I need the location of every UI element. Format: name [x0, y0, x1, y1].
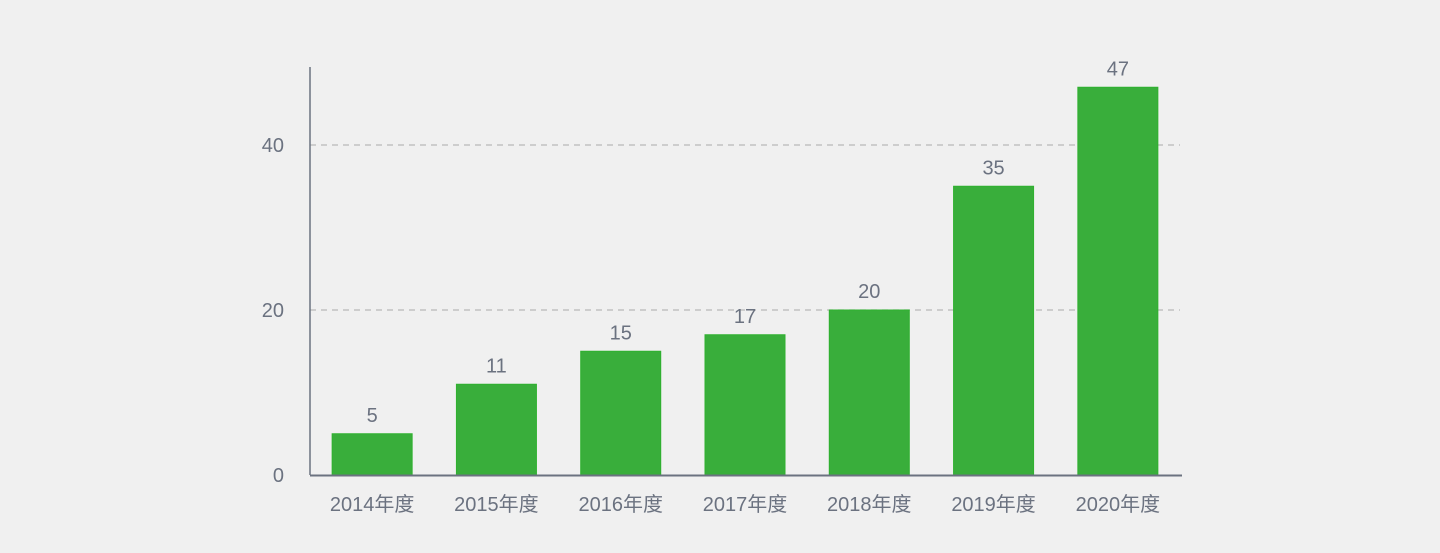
data-label: 20: [858, 281, 880, 303]
data-label: 15: [610, 322, 632, 344]
x-tick-label: 2017年度: [703, 493, 788, 516]
y-tick-label: 0: [273, 465, 284, 487]
x-tick-label: 2019年度: [951, 493, 1036, 516]
bar-2017年度: [704, 334, 786, 476]
bar-2019年度: [953, 185, 1035, 476]
bar-2020年度: [1077, 86, 1159, 476]
data-label: 17: [734, 306, 756, 328]
x-tick-label: 2018年度: [827, 493, 912, 516]
y-tick-label: 20: [262, 300, 284, 322]
data-label: 11: [486, 355, 507, 377]
bar-2016年度: [580, 350, 662, 476]
data-label: 35: [982, 157, 1004, 179]
x-tick-label: 2016年度: [578, 493, 663, 516]
data-label: 47: [1107, 58, 1129, 80]
y-tick-label: 40: [262, 135, 284, 157]
x-tick-label: 2014年度: [330, 493, 415, 516]
x-tick-label: 2015年度: [454, 493, 539, 516]
x-tick-label: 2020年度: [1076, 493, 1161, 516]
data-label: 5: [367, 405, 378, 427]
bar-2018年度: [828, 309, 910, 476]
bar-2015年度: [455, 383, 537, 476]
bar-2014年度: [331, 433, 413, 476]
